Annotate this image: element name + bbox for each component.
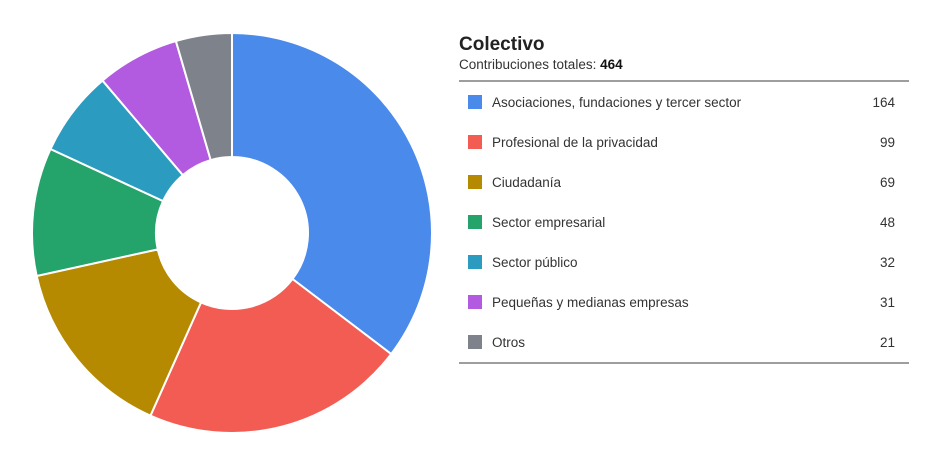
legend-label: Sector público [492,254,578,270]
donut-chart [31,31,433,434]
legend-swatch [468,95,482,109]
legend-value: 32 [879,254,895,270]
legend: Asociaciones, fundaciones y tercer secto… [459,82,909,362]
legend-label: Ciudadanía [492,174,562,190]
legend-row[interactable]: Sector público 32 [459,242,909,282]
legend-label: Otros [492,334,526,350]
donut-slice-7[interactable] [174,31,233,162]
subtitle-prefix: Contribuciones totales: [459,57,597,72]
legend-panel: Colectivo Contribuciones totales: 464 As… [459,34,909,364]
legend-value: 21 [879,334,895,350]
donut-slice-2[interactable] [149,277,393,434]
chart-title: Colectivo [459,34,545,55]
legend-swatch [468,175,482,189]
legend-row[interactable]: Sector empresarial 48 [459,202,909,242]
legend-row[interactable]: Otros 21 [459,322,909,362]
legend-value: 31 [879,294,895,310]
legend-value: 48 [879,214,895,230]
legend-row[interactable]: Pequeñas y medianas empresas 31 [459,282,909,322]
legend-swatch [468,335,482,349]
chart-subtitle: Contribuciones totales: 464 [459,57,909,72]
legend-value: 99 [879,134,895,150]
donut-slice-1[interactable] [231,31,433,356]
donut-slice-4[interactable] [31,147,165,278]
legend-row[interactable]: Asociaciones, fundaciones y tercer secto… [459,82,909,122]
legend-top-rule [459,80,909,82]
legend-swatch [468,295,482,309]
legend-swatch [468,135,482,149]
legend-bottom-rule [459,362,909,364]
legend-label: Profesional de la privacidad [492,134,658,150]
legend-value: 164 [872,94,895,110]
legend-row[interactable]: Profesional de la privacidad 99 [459,122,909,162]
donut-slice-3[interactable] [35,248,203,417]
legend-value: 69 [879,174,895,190]
total-contributions: 464 [600,57,623,72]
legend-label: Sector empresarial [492,214,606,230]
legend-swatch [468,215,482,229]
legend-label: Asociaciones, fundaciones y tercer secto… [492,94,742,110]
legend-row[interactable]: Ciudadanía 69 [459,162,909,202]
legend-swatch [468,255,482,269]
legend-label: Pequeñas y medianas empresas [492,294,689,310]
